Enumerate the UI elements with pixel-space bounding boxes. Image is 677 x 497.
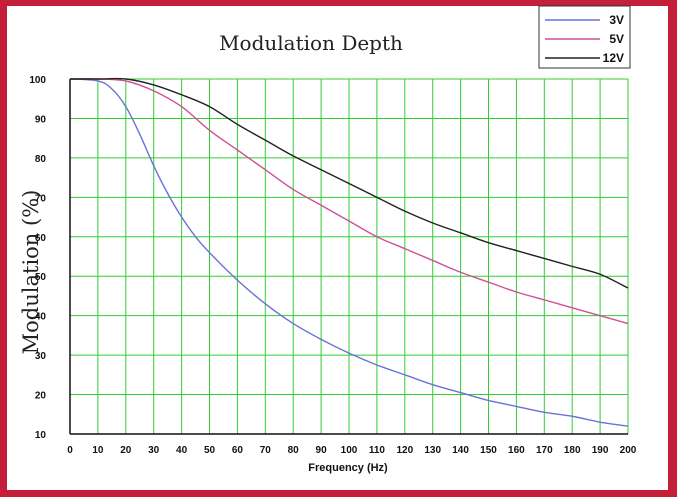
y-tick-label: 60 <box>35 233 47 244</box>
legend-label-3v: 3V <box>609 13 624 27</box>
y-tick-label: 40 <box>35 312 47 323</box>
legend: 3V 5V 12V <box>538 5 631 69</box>
x-tick-label: 60 <box>232 445 244 456</box>
x-tick-label: 200 <box>620 445 637 456</box>
legend-label-12v: 12V <box>603 51 624 65</box>
grid <box>69 78 629 435</box>
x-tick-label: 90 <box>316 445 328 456</box>
series-lines <box>69 77 629 427</box>
axes <box>69 79 628 435</box>
series-line-5v <box>69 78 629 325</box>
x-tick-label: 30 <box>148 445 160 456</box>
x-tick-label: 70 <box>260 445 272 456</box>
x-tick-label: 130 <box>424 445 441 456</box>
x-tick-label: 190 <box>592 445 609 456</box>
y-tick-label: 80 <box>35 154 47 165</box>
x-tick-label: 100 <box>341 445 358 456</box>
y-tick-labels: 10 20 30 40 50 60 70 80 90 100 <box>29 75 46 441</box>
series-line-12v <box>69 77 629 289</box>
x-tick-labels: 0 10 20 30 40 50 60 70 80 90 100 110 120 130 140 150 160… <box>67 445 637 456</box>
x-tick-label: 0 <box>67 445 73 456</box>
x-tick-label: 170 <box>536 445 553 456</box>
x-tick-label: 10 <box>92 445 104 456</box>
x-tick-label: 110 <box>369 445 386 456</box>
y-tick-label: 50 <box>35 272 47 283</box>
y-axis-label: Modulation (%) <box>19 190 43 355</box>
y-tick-label: 20 <box>35 391 47 402</box>
x-tick-label: 150 <box>480 445 497 456</box>
x-tick-label: 40 <box>176 445 188 456</box>
series-line-3v <box>69 78 629 427</box>
chart-title: Modulation Depth <box>219 31 403 55</box>
x-tick-label: 160 <box>508 445 525 456</box>
x-tick-label: 20 <box>120 445 132 456</box>
y-tick-label: 100 <box>29 75 46 86</box>
x-axis-label: Frequency (Hz) <box>308 462 388 474</box>
x-tick-label: 50 <box>204 445 216 456</box>
legend-label-5v: 5V <box>609 32 624 46</box>
x-tick-label: 80 <box>288 445 300 456</box>
y-tick-label: 70 <box>35 193 47 204</box>
x-tick-label: 180 <box>564 445 581 456</box>
x-tick-label: 120 <box>396 445 413 456</box>
y-tick-label: 90 <box>35 114 47 125</box>
y-tick-label: 30 <box>35 351 47 362</box>
x-tick-label: 140 <box>452 445 469 456</box>
y-tick-label: 10 <box>35 430 47 441</box>
